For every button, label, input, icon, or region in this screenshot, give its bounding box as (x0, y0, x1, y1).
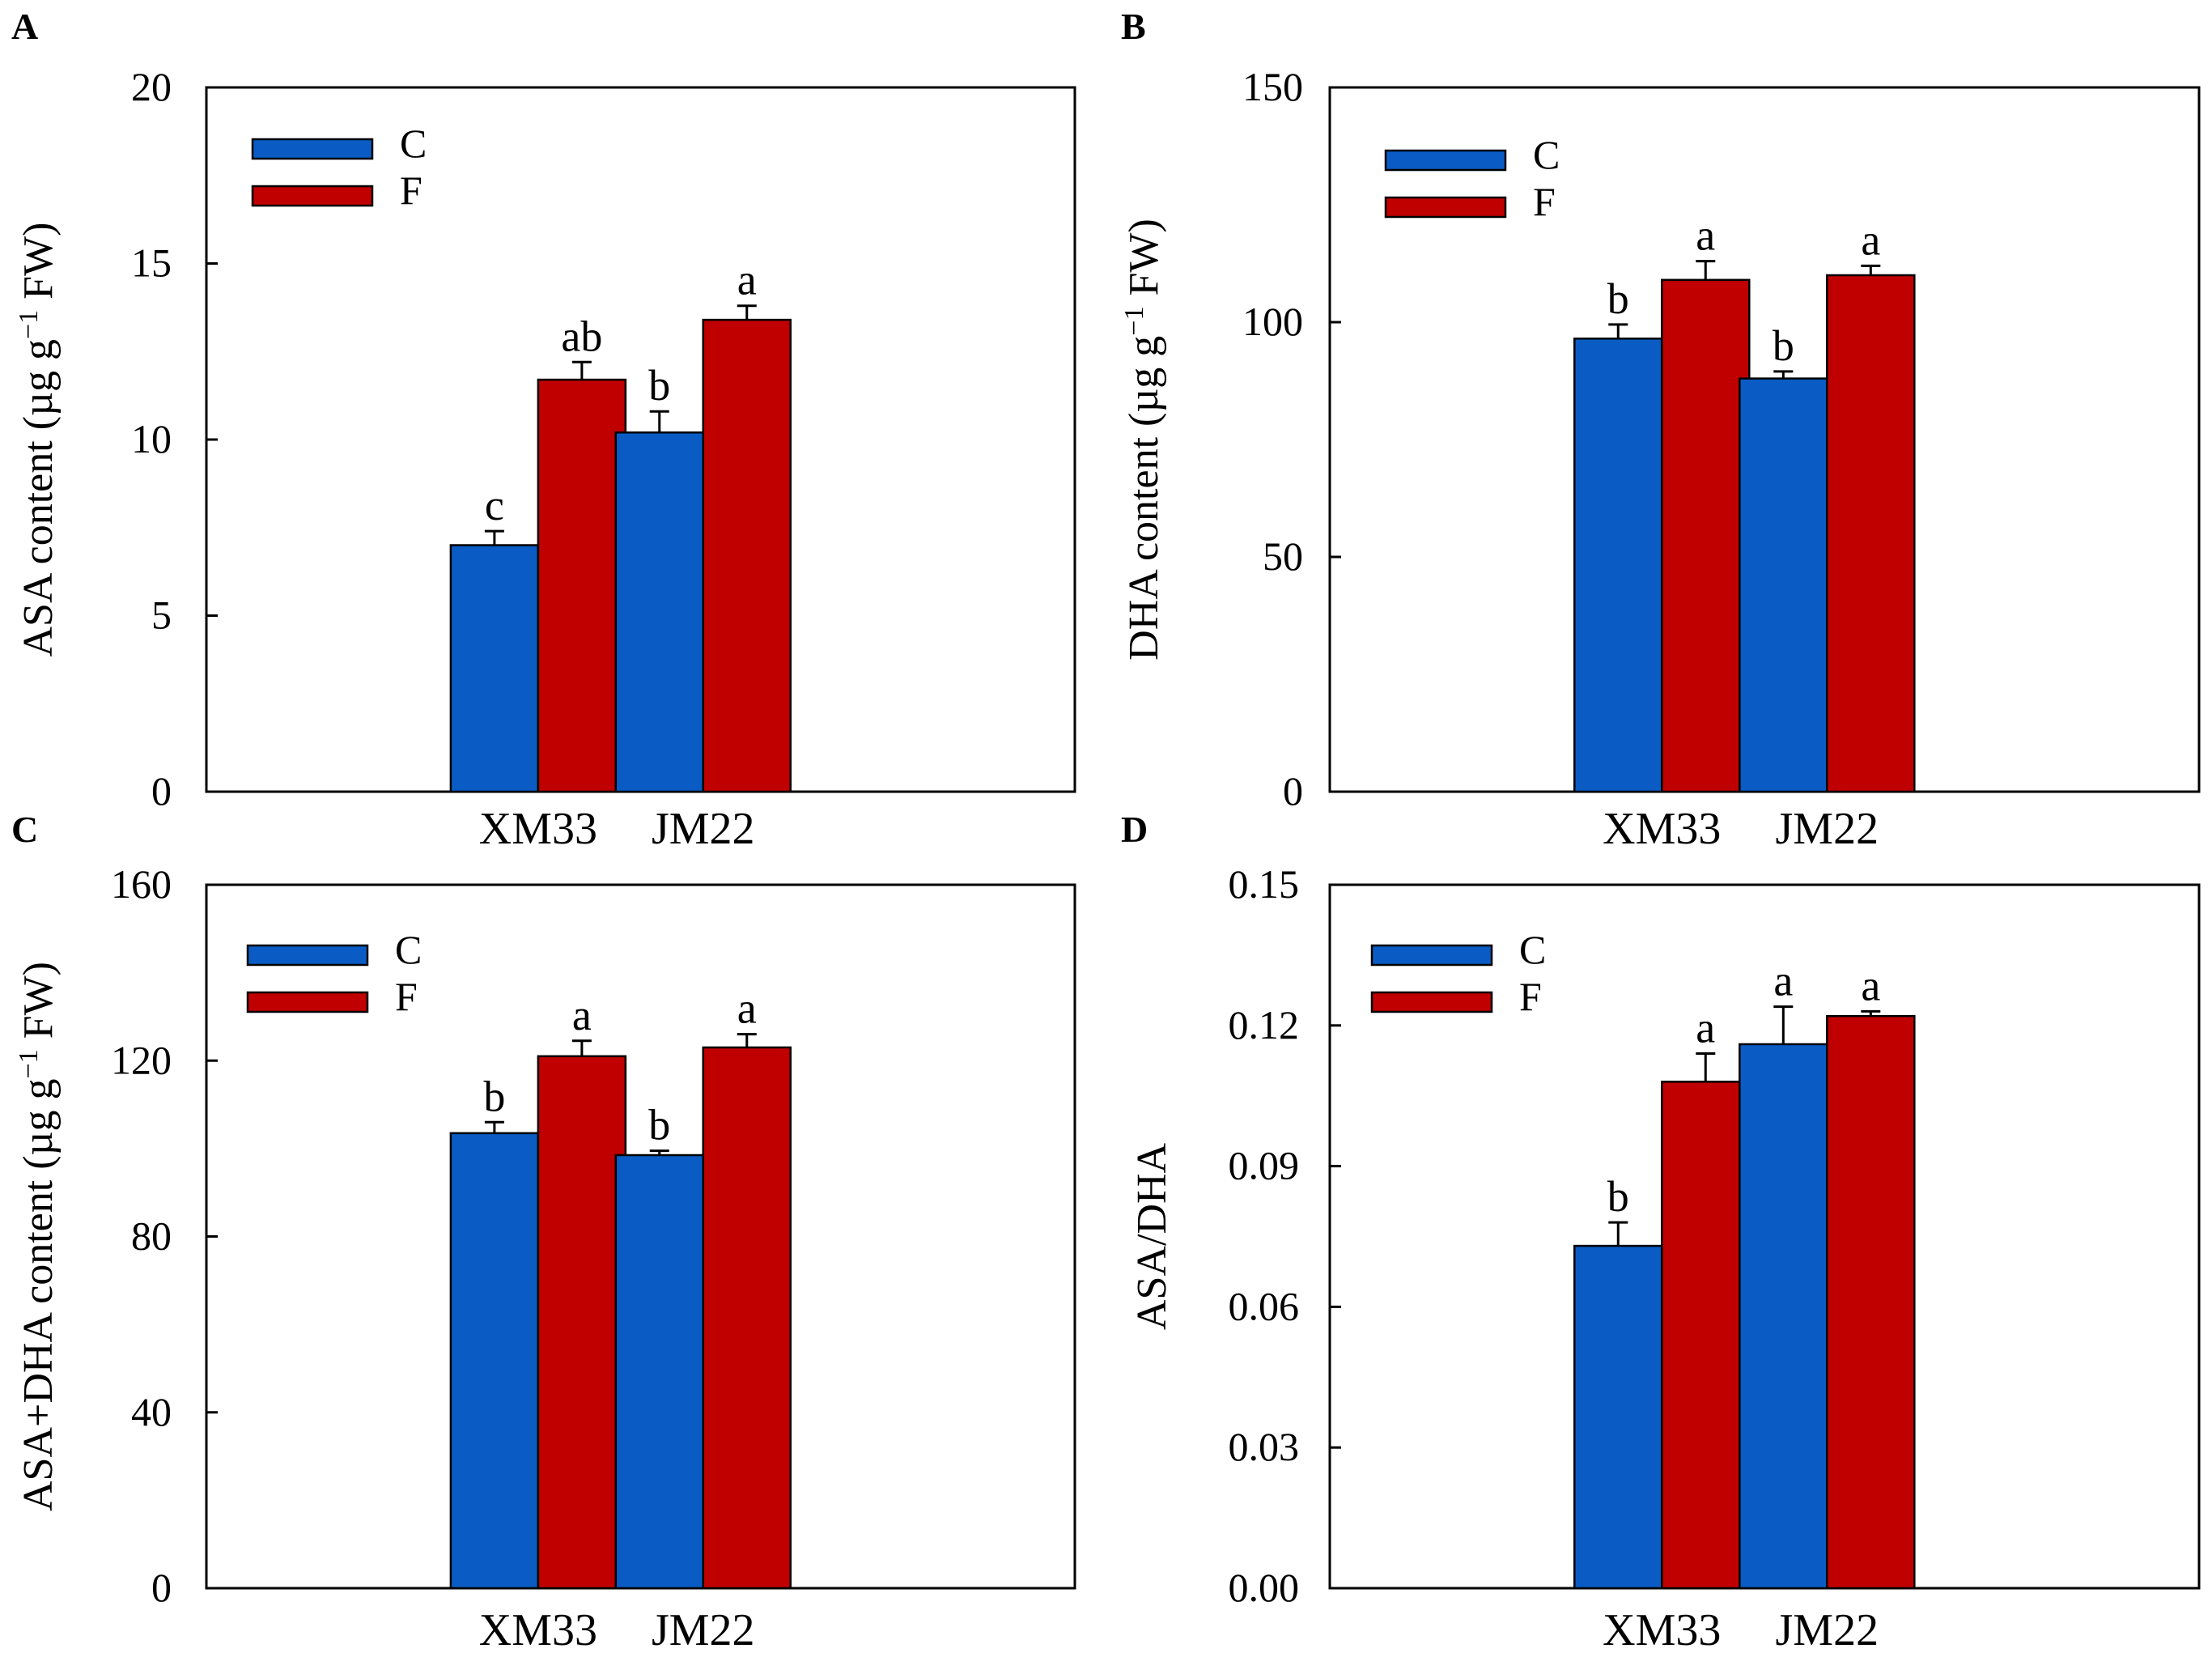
legend-swatch-c (251, 138, 374, 160)
significance-label: b (648, 1101, 670, 1149)
x-category-label: JM22 (652, 804, 755, 854)
x-category-label: XM33 (479, 1605, 597, 1655)
legend-label-c: C (1519, 927, 1546, 972)
significance-label: b (1607, 1172, 1629, 1221)
panel-letter: D (1121, 809, 1148, 850)
bar-f-xm33 (1661, 278, 1751, 793)
bar-c-jm22 (614, 1154, 705, 1590)
y-tick-label: 100 (1242, 299, 1303, 344)
x-category-label: JM22 (652, 1605, 755, 1655)
significance-label: b (1773, 321, 1794, 370)
y-tick-label: 0 (151, 768, 172, 814)
legend-swatch-c (1384, 149, 1507, 172)
y-tick-label: 0.12 (1229, 1002, 1300, 1047)
significance-label: c (485, 481, 504, 529)
y-axis-label-main: ASA/DHA (1129, 1142, 1175, 1330)
y-tick-label: 15 (131, 240, 172, 286)
significance-label: a (1696, 211, 1715, 260)
y-axis-label: ASA content (µg g−1 FW) (14, 222, 62, 656)
y-tick-label: 10 (131, 416, 172, 461)
panel-letter: C (11, 809, 38, 850)
bar-c-jm22 (614, 431, 705, 793)
y-tick-label: 0.09 (1229, 1143, 1300, 1188)
legend-label-f: F (1533, 179, 1556, 224)
panel-b: B 0 50 100 150 DHA content (µg g−1 FW) b a XM33 b… (1119, 6, 2201, 854)
y-axis-label-tail: FW) (15, 222, 62, 309)
legend-swatch-f (251, 185, 374, 207)
x-category-label: XM33 (479, 804, 597, 854)
x-category-label: JM22 (1776, 1605, 1879, 1655)
bar-c-jm22 (1739, 377, 1828, 793)
y-axis-label-main: ASA content (µg g (15, 339, 62, 657)
x-category-label: XM33 (1603, 804, 1721, 854)
bar-f-jm22 (1826, 1014, 1916, 1590)
legend-label-f: F (395, 974, 418, 1019)
y-tick-label: 40 (131, 1389, 172, 1434)
bar-f-xm33 (537, 1055, 627, 1590)
legend-swatch-c (246, 944, 369, 967)
bar-f-xm33 (1661, 1081, 1751, 1590)
y-tick-label: 150 (1242, 64, 1303, 109)
significance-label: a (1861, 961, 1880, 1009)
bar-f-xm33 (537, 378, 627, 793)
legend-label-c: C (400, 121, 427, 166)
panel-a: A 0 5 10 15 20 ASA content (µg g−1 FW) c ab XM33 b… (11, 6, 1076, 854)
significance-label: ab (561, 312, 602, 360)
y-axis-label-tail: FW) (15, 962, 62, 1049)
significance-label: a (737, 984, 757, 1033)
legend-swatch-f (246, 991, 369, 1013)
significance-label: a (737, 256, 757, 304)
panel-letter: A (11, 6, 38, 47)
y-tick-label: 0.03 (1229, 1424, 1300, 1469)
legend-swatch-c (1370, 944, 1493, 967)
legend-label-f: F (400, 168, 422, 213)
bar-c-jm22 (1739, 1043, 1828, 1590)
y-axis-label-main: DHA content (µg g (1121, 336, 1167, 661)
legend-label-f: F (1519, 974, 1542, 1019)
panel-d: D 0.00 0.03 0.06 0.09 0.12 0.15 ASA/DHA b a XM33 a a… (1121, 809, 2201, 1655)
y-tick-label: 0 (1283, 768, 1303, 814)
y-axis-label: DHA content (µg g−1 FW) (1119, 219, 1167, 661)
y-tick-label: 5 (151, 593, 172, 638)
significance-label: a (572, 991, 592, 1039)
bar-c-xm33 (449, 1132, 540, 1590)
y-axis-label-main: ASA+DHA content (µg g (15, 1079, 62, 1511)
y-tick-label: 80 (131, 1213, 172, 1259)
significance-label: b (648, 361, 670, 410)
legend-label-c: C (395, 927, 422, 972)
bar-c-xm33 (1573, 1244, 1663, 1590)
y-tick-label: 0.06 (1229, 1283, 1300, 1328)
significance-label: a (1773, 957, 1793, 1005)
bar-c-xm33 (449, 544, 540, 793)
y-tick-label: 0.15 (1229, 861, 1300, 907)
y-axis-label-superscript: −1 (14, 310, 44, 339)
y-tick-label: 20 (131, 64, 172, 109)
y-axis-label: ASA+DHA content (µg g−1 FW) (14, 962, 62, 1511)
significance-label: a (1861, 215, 1880, 264)
y-axis-label-superscript: −1 (1119, 307, 1149, 336)
panel-letter: B (1121, 6, 1146, 47)
significance-label: b (483, 1072, 505, 1120)
bar-f-jm22 (702, 1046, 792, 1590)
x-category-label: JM22 (1776, 804, 1879, 854)
y-tick-label: 0.00 (1229, 1565, 1300, 1610)
y-axis-label: ASA/DHA (1129, 1142, 1175, 1330)
y-tick-label: 0 (151, 1565, 172, 1610)
legend-swatch-f (1370, 991, 1493, 1013)
y-axis-label-superscript: −1 (14, 1049, 44, 1078)
y-tick-label: 120 (111, 1037, 172, 1082)
y-tick-label: 50 (1263, 533, 1303, 579)
significance-label: b (1607, 274, 1629, 323)
y-axis-label-tail: FW) (1121, 219, 1167, 306)
y-tick-label: 160 (111, 861, 172, 907)
legend-swatch-f (1384, 196, 1507, 219)
legend-label-c: C (1533, 132, 1560, 177)
x-category-label: XM33 (1603, 1605, 1721, 1655)
bar-f-jm22 (702, 318, 792, 793)
panel-c: C 0 40 80 120 160 ASA+DHA content (µg g−1 FW) b… (11, 809, 1076, 1655)
significance-label: a (1696, 1004, 1715, 1052)
bar-c-xm33 (1573, 338, 1663, 793)
bar-f-jm22 (1826, 274, 1916, 793)
